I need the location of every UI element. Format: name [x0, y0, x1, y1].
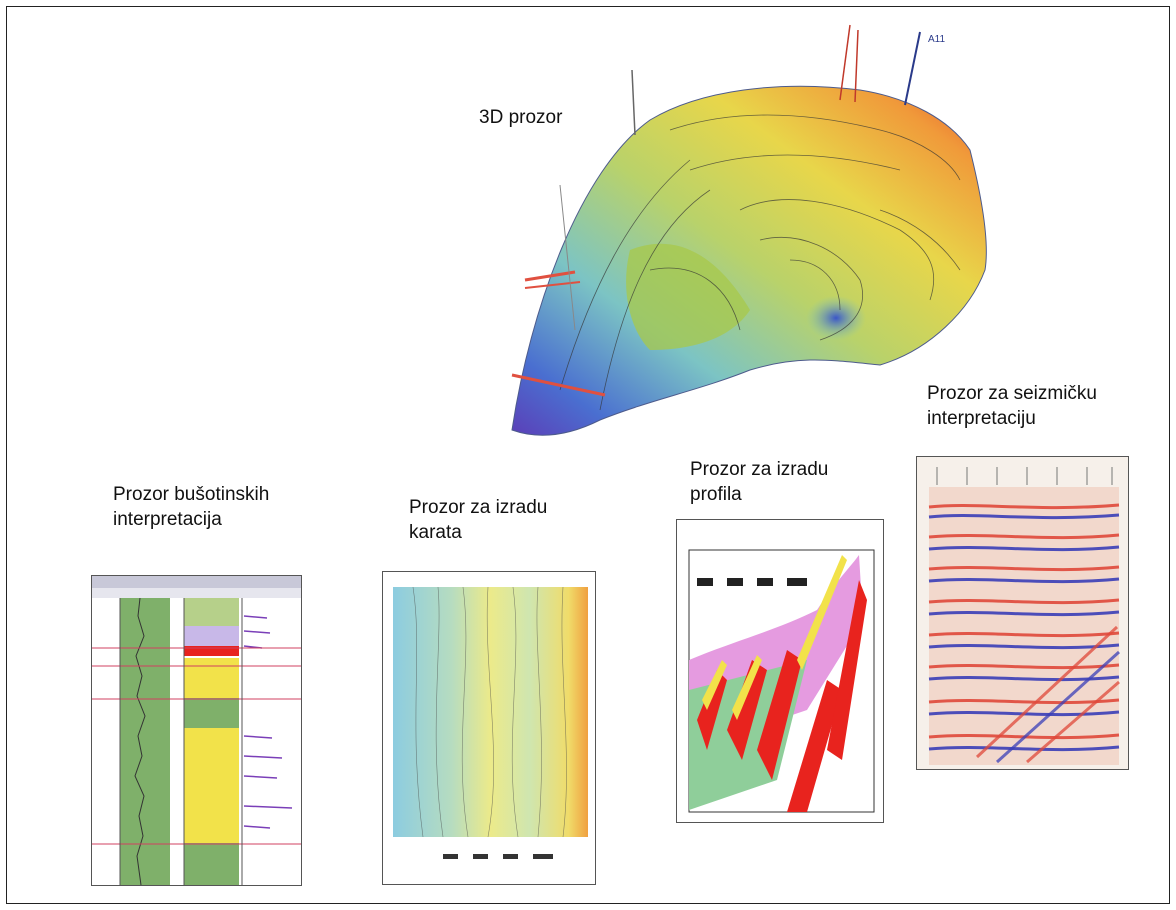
- well-tag-a11: A11: [928, 34, 945, 45]
- view3d-surface: A11: [511, 24, 987, 436]
- well-window: [91, 575, 302, 886]
- view3d-caption: 3D prozor: [479, 107, 563, 128]
- profiles-caption: Prozor za izradu profila: [690, 459, 829, 505]
- profiles-window: [676, 519, 884, 823]
- well-caption: Prozor bušotinskih interpretacija: [113, 484, 270, 530]
- seismic-caption: Prozor za seizmičku interpretaciju: [927, 383, 1097, 429]
- maps-window: [382, 571, 596, 885]
- view3d-window: A11: [500, 10, 1000, 450]
- cross-section-graphic: [688, 549, 875, 813]
- seismic-window: [916, 456, 1129, 770]
- well-log-graphic: [92, 576, 301, 885]
- contour-map-graphic: [393, 586, 588, 859]
- maps-caption: Prozor za izradu karata: [409, 497, 548, 543]
- seismic-section-graphic: [917, 457, 1128, 769]
